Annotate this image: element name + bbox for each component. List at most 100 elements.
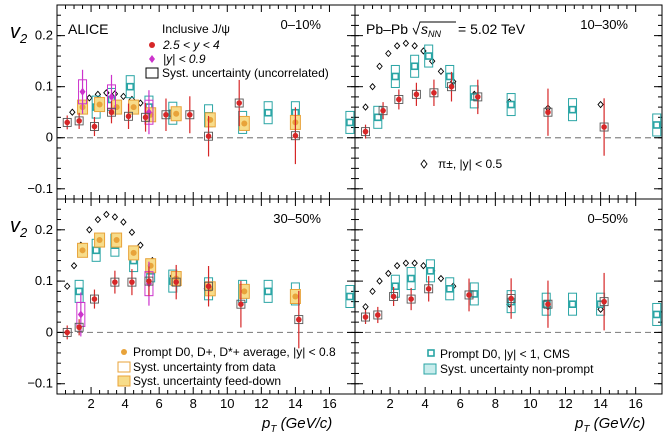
jpsi-fwd-syst-box bbox=[204, 131, 214, 141]
jpsi-fwd-syst-box bbox=[599, 122, 609, 132]
jpsi-fwd-point bbox=[187, 111, 193, 118]
jpsi-fwd-syst-box bbox=[599, 297, 609, 307]
jpsi-fwd-point bbox=[601, 124, 607, 130]
x-tick-label: 4 bbox=[121, 396, 128, 411]
legend-d-syst-fd: Syst. uncertainty feed-down bbox=[133, 374, 281, 388]
cms-syst-box bbox=[263, 279, 273, 303]
jpsi-fwd-point bbox=[76, 324, 82, 331]
x-tick-label: 16 bbox=[322, 396, 336, 411]
jpsi-fwd-point bbox=[205, 283, 212, 290]
y-tick-label: 0.2 bbox=[35, 28, 53, 43]
cms-point bbox=[75, 287, 83, 296]
cms-syst-box bbox=[373, 105, 383, 129]
jpsi-fwd-point bbox=[125, 113, 132, 120]
pion-point bbox=[111, 213, 119, 221]
jpsi-fwd-point bbox=[545, 109, 551, 116]
jpsi-fwd-syst-box bbox=[204, 281, 214, 291]
pion-point bbox=[94, 215, 102, 224]
jpsi-fwd-syst-box bbox=[74, 116, 84, 126]
pion-point bbox=[411, 259, 418, 267]
pion-point bbox=[86, 226, 93, 234]
d-point bbox=[292, 293, 299, 300]
jpsi-fwd-syst-box bbox=[62, 327, 72, 337]
jpsi-fwd-syst-box bbox=[394, 94, 404, 104]
jpsi-fwd-point bbox=[413, 91, 420, 98]
y-tick-label: −0.1 bbox=[27, 181, 53, 196]
pion-point bbox=[402, 39, 410, 47]
jpsi-fwd-syst-box bbox=[411, 89, 421, 99]
cms-point bbox=[126, 82, 135, 91]
cms-point bbox=[424, 52, 433, 60]
legend-box-syst-data bbox=[117, 361, 131, 373]
centrality-label: 0–10% bbox=[281, 17, 322, 32]
x-tick-label: 2 bbox=[386, 396, 393, 411]
jpsi-fwd-point bbox=[545, 301, 551, 307]
jpsi-fwd-point bbox=[76, 118, 82, 124]
pion-point bbox=[86, 94, 93, 102]
x-tick-label: 6 bbox=[457, 396, 464, 411]
panel-3: 2 4 6 8 10 12 14 16 0.2 0.1 0 −0.1 30–50% bbox=[27, 198, 356, 411]
legend-jpsi-syst: Syst. uncertainty (uncorrelated) bbox=[162, 66, 329, 80]
d-point bbox=[130, 249, 137, 256]
cms-syst-box bbox=[425, 259, 435, 283]
jpsi-fwd-syst-box bbox=[90, 294, 99, 304]
jpsi-mid-point bbox=[77, 310, 84, 319]
pion-point bbox=[437, 274, 445, 283]
jpsi-fwd-point bbox=[163, 111, 169, 118]
cms-point bbox=[445, 72, 454, 81]
x-tick-label: 2 bbox=[87, 396, 94, 411]
legend-jpsi-title: Inclusive J/ψ bbox=[162, 22, 230, 36]
pion-point bbox=[120, 92, 127, 101]
y-tick-label: −0.1 bbox=[27, 376, 53, 391]
legend-box-syst-fd bbox=[117, 375, 131, 387]
jpsi-fwd-syst-box bbox=[110, 277, 120, 287]
d-point bbox=[113, 237, 120, 244]
x-tick-label: 8 bbox=[190, 396, 197, 411]
legend-cms-syst-np: Syst. uncertainty non-prompt bbox=[440, 362, 594, 376]
jpsi-fwd-point bbox=[380, 107, 386, 114]
legend-jpsi-forward: 2.5 < y < 4 bbox=[162, 38, 220, 52]
energy-label: sNN bbox=[421, 21, 441, 39]
x-tick-label: 14 bbox=[593, 396, 607, 411]
d-point bbox=[173, 110, 180, 117]
cms-point bbox=[652, 121, 661, 129]
y-tick-label: 0.1 bbox=[35, 79, 53, 94]
cms-syst-box bbox=[445, 277, 455, 301]
cms-point bbox=[92, 246, 100, 255]
jpsi-fwd-syst-box bbox=[144, 276, 154, 286]
jpsi-fwd-syst-box bbox=[543, 299, 553, 309]
d-point bbox=[96, 237, 103, 244]
legend-cms-d0: Prompt D0, |y| < 1, CMS bbox=[440, 347, 570, 361]
cms-point bbox=[407, 274, 415, 283]
centrality-label: 10–30% bbox=[580, 17, 628, 32]
jpsi-fwd-syst-box bbox=[361, 312, 370, 322]
d-point bbox=[130, 104, 137, 111]
x-tick-label: 12 bbox=[254, 396, 268, 411]
cms-syst-box bbox=[652, 302, 662, 326]
legend-jpsi-mid: |y| < 0.9 bbox=[163, 52, 206, 66]
x-tick-label: 8 bbox=[492, 396, 499, 411]
y-axis-title: v2 bbox=[10, 21, 28, 46]
x-tick-label: 6 bbox=[156, 396, 163, 411]
pion-point bbox=[362, 103, 369, 111]
jpsi-fwd-syst-box bbox=[447, 82, 456, 92]
pion-point bbox=[420, 262, 427, 270]
cms-point bbox=[507, 100, 515, 109]
panel-1: 0.2 0.1 0 −0.1 0–10% bbox=[27, 4, 356, 200]
jpsi-fwd-point bbox=[112, 279, 118, 285]
pion-point bbox=[120, 218, 127, 226]
jpsi-fwd-point bbox=[91, 296, 98, 302]
legend-pion: π±, |y| < 0.5 bbox=[438, 157, 502, 171]
y-tick-label: 0.1 bbox=[35, 273, 53, 288]
cms-syst-box bbox=[125, 75, 135, 99]
jpsi-fwd-syst-box bbox=[234, 98, 244, 108]
jpsi-fwd-point bbox=[431, 90, 437, 96]
x-axis-title: pT (GeV/c) bbox=[261, 415, 332, 435]
cms-syst-box bbox=[345, 285, 355, 308]
jpsi-fwd-point bbox=[146, 278, 152, 284]
jpsi-fwd-syst-box bbox=[90, 122, 99, 131]
jpsi-fwd-point bbox=[396, 96, 402, 103]
jpsi-fwd-point bbox=[91, 123, 98, 130]
cms-point bbox=[568, 300, 577, 308]
panel-frame bbox=[354, 198, 663, 395]
